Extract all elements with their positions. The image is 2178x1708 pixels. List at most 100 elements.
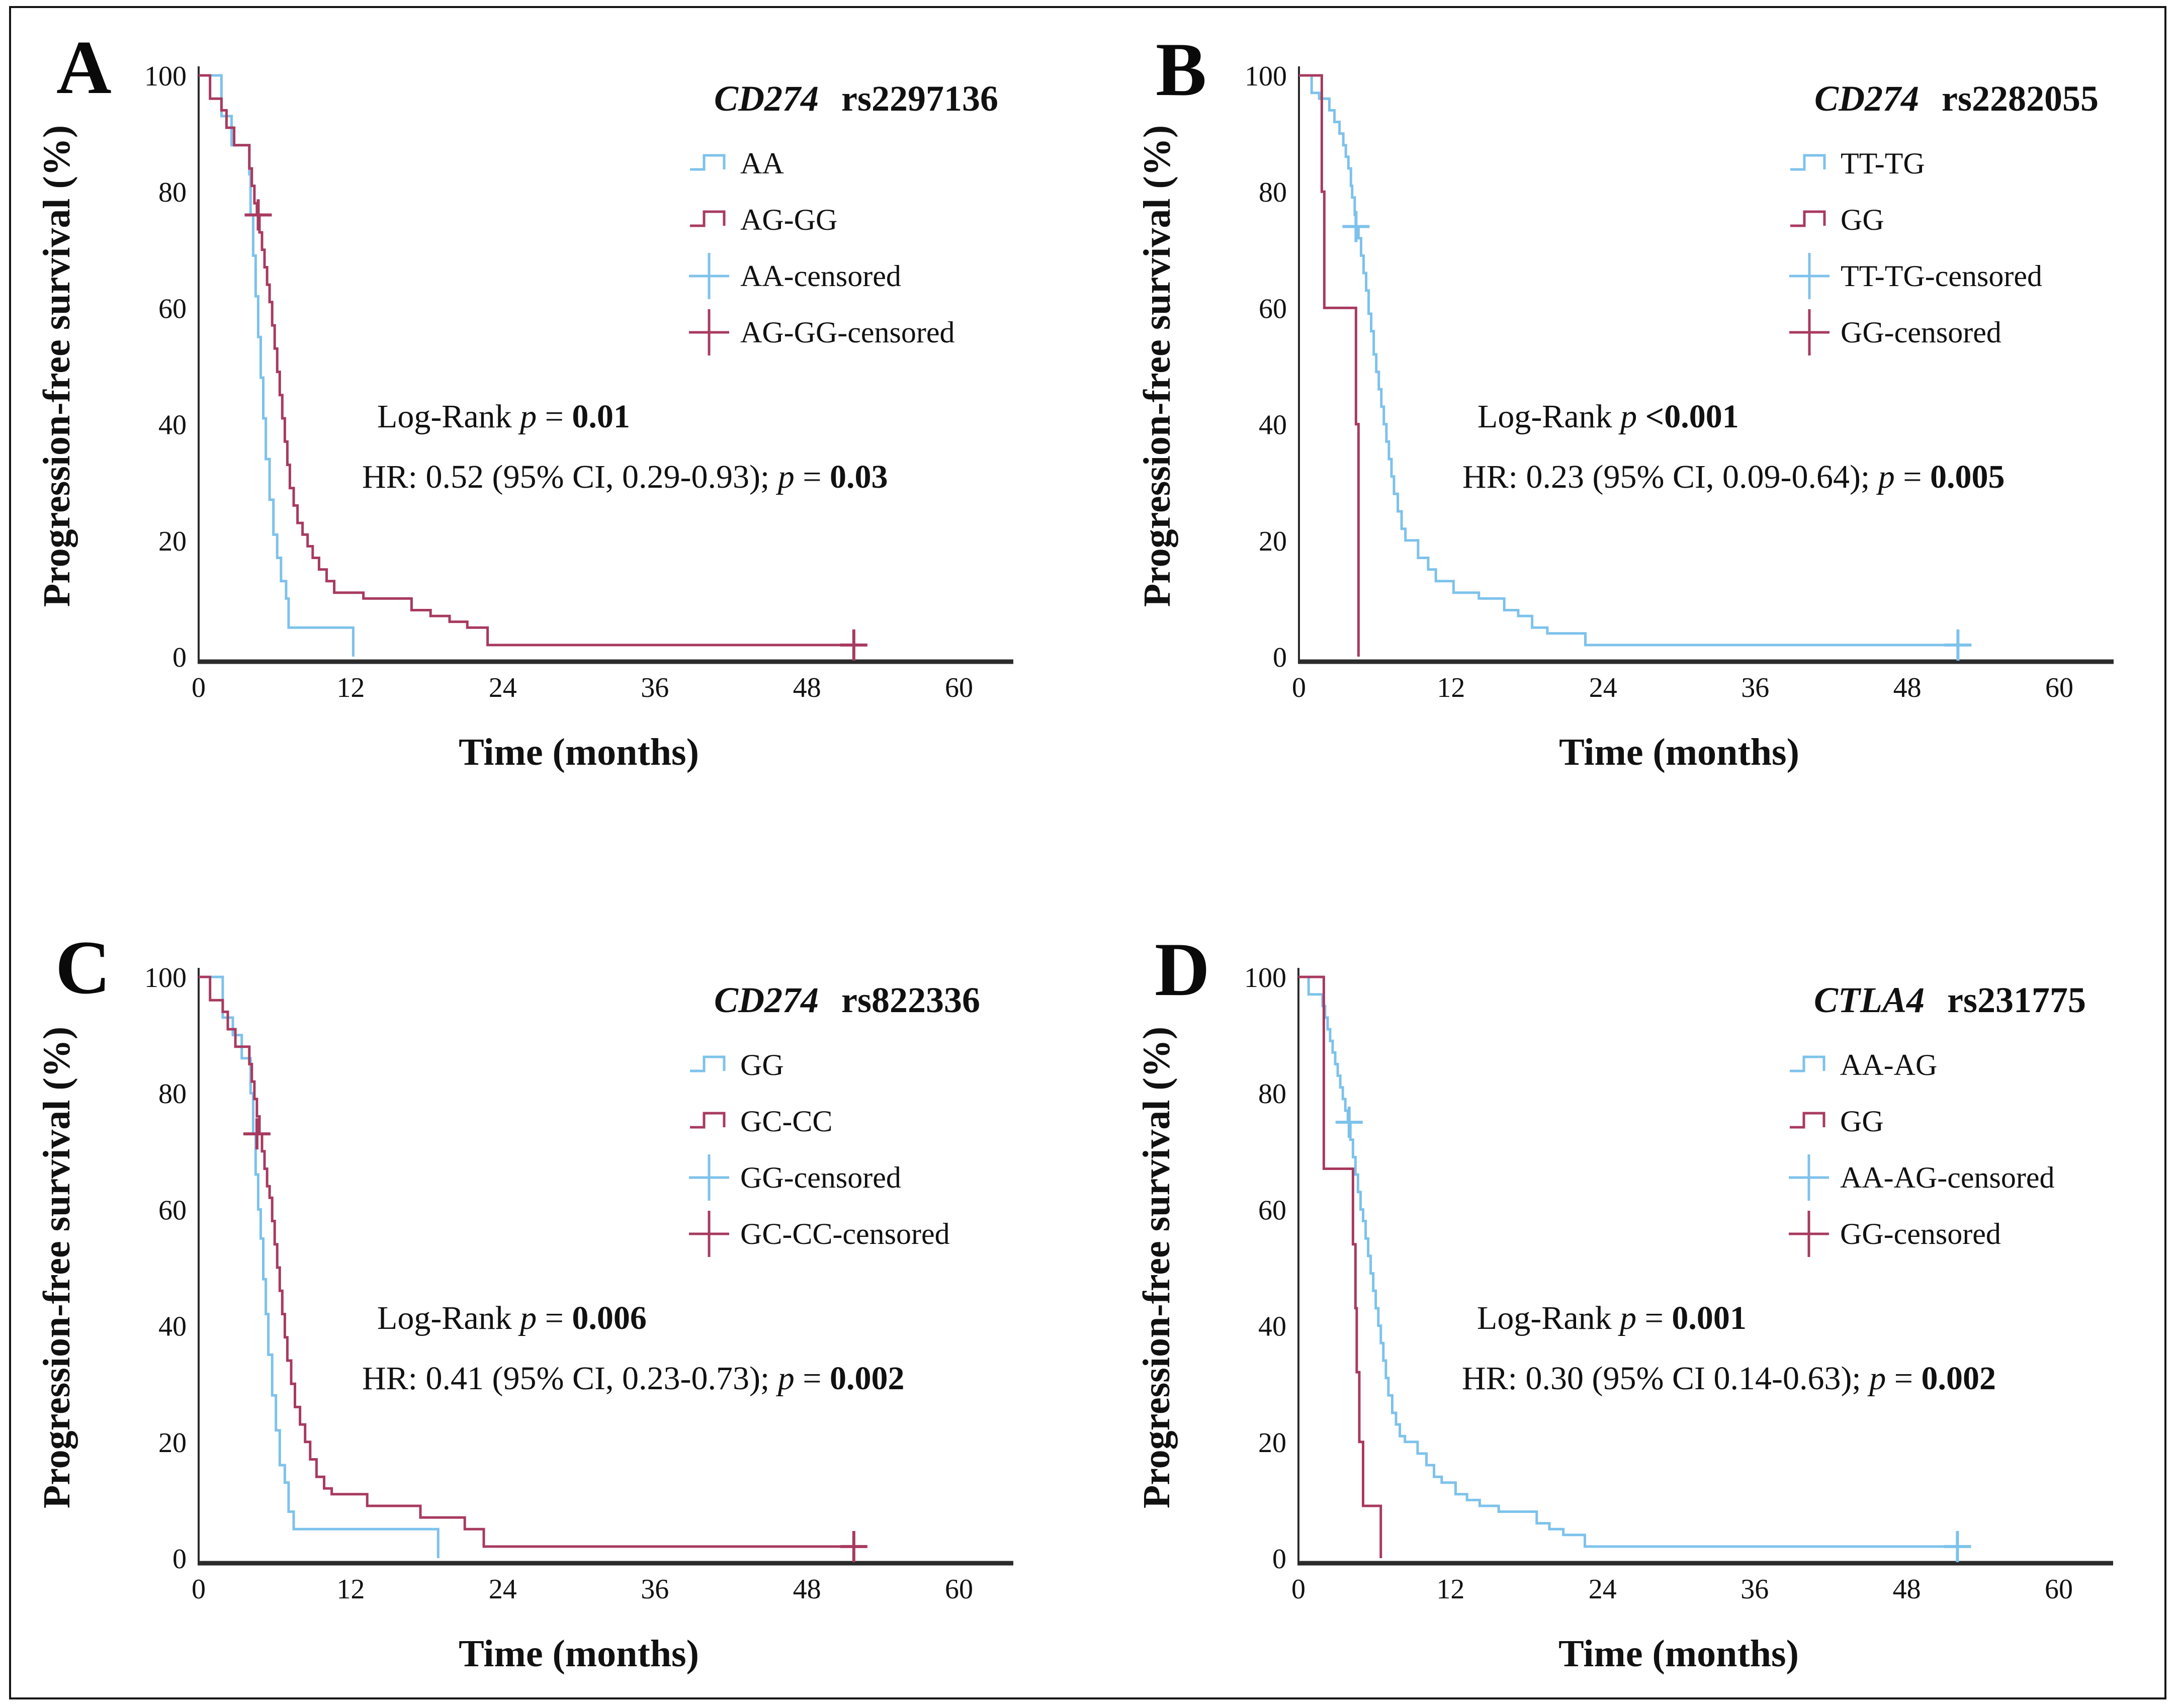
- figure-border: [9, 6, 2166, 1699]
- y-tick-label: 80: [158, 177, 187, 208]
- survival-curve-GG: [199, 975, 440, 1558]
- y-tick-label: 60: [158, 1195, 187, 1226]
- survival-curve-AG-GG: [199, 74, 854, 647]
- legend-label: GG: [1841, 203, 1884, 236]
- legend-label: AG-GG-censored: [740, 316, 955, 349]
- panel-letter-b: B: [1156, 27, 1207, 112]
- x-tick-label: 48: [1893, 1574, 1921, 1605]
- y-tick-label: 100: [1244, 962, 1286, 994]
- y-axis-title: Progression-free survival (%): [36, 125, 78, 607]
- y-axis-title: Progression-free survival (%): [36, 1027, 78, 1508]
- gene-name: CD274: [714, 980, 819, 1020]
- legend-label: GG-censored: [1841, 316, 2001, 349]
- legend-label: AG-GG: [740, 203, 837, 236]
- y-tick-label: 100: [144, 61, 187, 92]
- x-axis-title: Time (months): [1559, 731, 1799, 773]
- legend-step-icon: [1790, 1055, 1825, 1072]
- legend-label: GC-CC-censored: [740, 1217, 950, 1250]
- y-tick-label: 20: [1258, 1427, 1286, 1459]
- gene-name: CD274: [714, 78, 819, 119]
- snp-id: rs231775: [1947, 980, 2086, 1020]
- survival-curve-TT-TG: [1299, 74, 1958, 647]
- y-tick-label: 40: [158, 1311, 187, 1342]
- gene-name: CTLA4: [1814, 980, 1925, 1020]
- panel-title: CTLA4 rs231775: [1814, 980, 2086, 1020]
- y-tick-label: 20: [158, 526, 187, 557]
- y-tick-label: 0: [172, 642, 187, 673]
- legend-label: GG: [1840, 1105, 1884, 1138]
- x-tick-label: 36: [1740, 1574, 1769, 1605]
- x-tick-label: 60: [945, 1574, 973, 1605]
- survival-curve-GG: [1299, 74, 1360, 657]
- y-tick-label: 60: [1259, 293, 1287, 324]
- y-axis-title: Progression-free survival (%): [1136, 1027, 1178, 1508]
- y-tick-label: 80: [1258, 1078, 1286, 1110]
- snp-id: rs2297136: [841, 78, 998, 119]
- panel-letter-d: D: [1155, 927, 1210, 1012]
- legend-step-icon: [1790, 210, 1826, 227]
- legend-step-icon: [690, 1055, 726, 1072]
- hr-stat: HR: 0.41 (95% CI, 0.23-0.73); p = 0.002: [362, 1360, 905, 1397]
- x-tick-label: 60: [945, 672, 973, 703]
- y-tick-label: 40: [158, 410, 187, 441]
- y-tick-label: 0: [1273, 642, 1287, 673]
- panel-title: CD274 rs822336: [714, 980, 980, 1020]
- km-plot-b: 0 12 24 36 48 60 0 20 40 60 80 100 Time (months) Prog…: [1136, 61, 2114, 773]
- x-tick-label: 0: [1292, 672, 1306, 703]
- x-tick-label: 12: [1437, 672, 1465, 703]
- snp-id: rs822336: [841, 980, 980, 1020]
- hr-stat: HR: 0.23 (95% CI, 0.09-0.64); p = 0.005: [1462, 459, 2005, 495]
- legend-label: AA-AG: [1840, 1048, 1937, 1082]
- panel-title: CD274 rs2282055: [1814, 78, 2099, 119]
- y-tick-label: 100: [144, 962, 187, 994]
- x-tick-label: 24: [1589, 1574, 1617, 1605]
- legend-label: TT-TG: [1841, 147, 1925, 180]
- y-tick-label: 0: [1272, 1544, 1286, 1575]
- y-tick-label: 80: [158, 1078, 187, 1110]
- gene-name: CD274: [1814, 78, 1919, 119]
- y-tick-label: 60: [158, 293, 187, 324]
- legend-label: GG: [740, 1048, 784, 1082]
- x-axis-title: Time (months): [1558, 1633, 1799, 1675]
- legend-label: GG-censored: [1840, 1217, 2001, 1250]
- x-tick-label: 0: [192, 672, 206, 703]
- legend-label: GG-censored: [740, 1161, 901, 1194]
- logrank-stat: Log-Rank p <0.001: [1477, 398, 1739, 435]
- x-tick-label: 12: [1436, 1574, 1464, 1605]
- legend-label: AA-censored: [740, 259, 901, 293]
- panel-title: CD274 rs2297136: [714, 78, 998, 119]
- survival-curve-GG: [1298, 975, 1382, 1558]
- panel-letter-a: A: [56, 25, 112, 110]
- y-tick-label: 100: [1245, 61, 1287, 92]
- survival-curve-GC-CC: [199, 975, 854, 1548]
- x-tick-label: 60: [2045, 672, 2073, 703]
- y-axis-title: Progression-free survival (%): [1136, 125, 1178, 607]
- legend-step-icon: [690, 210, 726, 227]
- hr-stat: HR: 0.30 (95% CI 0.14-0.63); p = 0.002: [1462, 1360, 1996, 1397]
- logrank-stat: Log-Rank p = 0.006: [377, 1300, 647, 1336]
- x-tick-label: 48: [793, 672, 821, 703]
- km-plot-d: 0 12 24 36 48 60 0 20 40 60 80 100 Time (months) Prog…: [1136, 962, 2113, 1675]
- x-tick-label: 0: [192, 1574, 206, 1605]
- hr-stat: HR: 0.52 (95% CI, 0.29-0.93); p = 0.03: [362, 459, 888, 495]
- legend-label: AA: [740, 147, 784, 180]
- y-tick-label: 40: [1259, 410, 1287, 441]
- x-tick-label: 48: [793, 1574, 821, 1605]
- y-tick-label: 20: [158, 1427, 187, 1459]
- legend-label: AA-AG-censored: [1840, 1161, 2055, 1194]
- legend-step-icon: [690, 154, 726, 171]
- survival-curve-AA-AG: [1298, 975, 1958, 1548]
- x-tick-label: 36: [1741, 672, 1769, 703]
- x-tick-label: 36: [641, 1574, 669, 1605]
- x-tick-label: 48: [1893, 672, 1922, 703]
- x-tick-label: 24: [1589, 672, 1617, 703]
- y-tick-label: 60: [1258, 1195, 1286, 1226]
- km-plot-c: 0 12 24 36 48 60 0 20 40 60 80 100 Time (months) Prog…: [36, 962, 1013, 1675]
- x-tick-label: 12: [336, 672, 365, 703]
- legend-step-icon: [1790, 1112, 1825, 1129]
- y-tick-label: 80: [1259, 177, 1287, 208]
- x-axis-title: Time (months): [459, 1633, 699, 1675]
- x-tick-label: 0: [1291, 1574, 1305, 1605]
- x-tick-label: 24: [489, 1574, 517, 1605]
